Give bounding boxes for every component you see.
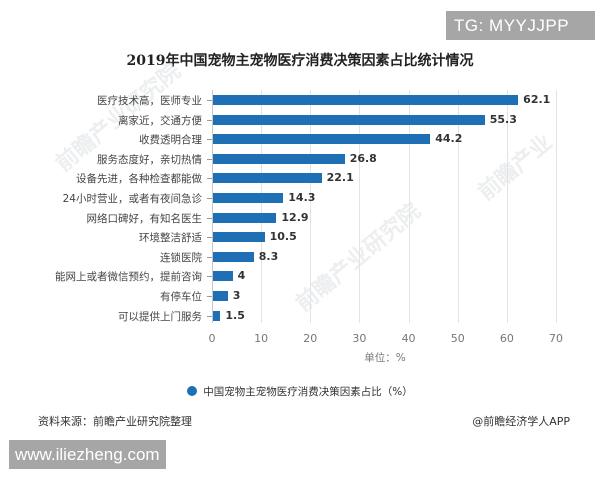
bar — [213, 291, 228, 301]
bar-value-label: 55.3 — [489, 112, 517, 126]
gridline — [310, 90, 312, 323]
bar-row: 44.2 — [207, 132, 556, 146]
chart-legend: 中国宠物主宠物医疗消费决策因素占比（%） — [0, 384, 600, 399]
category-label: 网络口碑好，有知名医生 — [86, 212, 203, 225]
bar-value-label: 8.3 — [258, 249, 279, 263]
y-tick — [207, 100, 212, 101]
category-label: 能网上或者微信预约，提前咨询 — [55, 271, 202, 284]
bar-value-label: 62.1 — [523, 93, 551, 106]
category-label: 有停车位 — [160, 291, 202, 303]
x-tick-label: 20 — [303, 332, 318, 345]
bar — [213, 173, 322, 184]
bar — [213, 310, 221, 321]
gridline — [359, 90, 361, 323]
x-tick-label: 50 — [450, 332, 465, 345]
bar — [213, 134, 431, 145]
y-tick — [207, 296, 212, 297]
bar-value-label: 3 — [232, 289, 241, 302]
bar-row: 4 — [207, 269, 556, 283]
tg-watermark-badge: TG: MYYJJPP — [446, 11, 595, 40]
gridline — [556, 90, 557, 323]
x-tick-label: 60 — [499, 332, 514, 345]
bar — [213, 114, 485, 125]
y-tick — [207, 119, 212, 121]
y-tick — [207, 198, 212, 199]
y-tick — [207, 178, 212, 180]
bar-row: 62.1 — [207, 93, 556, 107]
x-axis-unit-label: 单位：% — [364, 352, 406, 364]
y-axis-line — [212, 90, 213, 323]
category-label: 医疗技术高，医师专业 — [97, 95, 202, 107]
y-tick — [207, 158, 212, 160]
bar-row: 12.9 — [207, 210, 556, 225]
y-tick — [207, 256, 212, 258]
credit-note: @前瞻经济学人APP — [472, 415, 570, 428]
category-label: 24小时营业，或者有夜间急诊 — [62, 193, 202, 205]
category-label: 离家近，交通方便 — [118, 114, 202, 127]
gridline — [457, 90, 459, 323]
category-label: 环境整洁舒适 — [139, 232, 202, 245]
bar-value-label: 26.8 — [349, 151, 377, 165]
x-tick-label: 40 — [401, 332, 416, 345]
gridline — [408, 90, 410, 323]
category-label: 设备先进，各种检查都能做 — [76, 173, 202, 186]
gridline — [506, 90, 508, 323]
bar-row: 26.8 — [207, 151, 556, 166]
bar — [213, 251, 254, 262]
category-label: 收费透明合理 — [139, 134, 202, 147]
y-tick — [207, 315, 212, 317]
plot-area: 62.1 55.3 44.2 26.8 22.1 14.3 12.9 10.5 8.3 4 3 1.5 — [207, 90, 557, 323]
y-tick — [207, 237, 212, 239]
bar-row: 22.1 — [207, 171, 556, 185]
bar-row: 55.3 — [207, 112, 556, 127]
bar — [213, 271, 233, 282]
bar-value-label: 4 — [237, 269, 246, 283]
category-label: 服务态度好，亲切热情 — [97, 153, 202, 166]
bar-value-label: 44.2 — [435, 132, 463, 146]
y-tick — [207, 217, 212, 219]
bar — [213, 153, 345, 164]
bar-row: 14.3 — [207, 191, 556, 205]
bar — [213, 212, 277, 223]
x-tick-label: 0 — [208, 332, 216, 345]
bar-row: 3 — [207, 289, 556, 303]
bar-value-label: 12.9 — [281, 210, 309, 224]
bar — [213, 193, 284, 203]
x-tick-label: 70 — [549, 332, 563, 345]
bar — [213, 95, 519, 105]
bar-value-label: 22.1 — [326, 171, 354, 185]
y-tick — [207, 276, 212, 278]
bar-value-label: 14.3 — [288, 191, 316, 204]
bar-value-label: 1.5 — [225, 308, 245, 322]
legend-marker-icon — [187, 386, 198, 396]
bar-row: 10.5 — [207, 230, 556, 244]
legend-label: 中国宠物主宠物医疗消费决策因素占比（%） — [203, 386, 413, 398]
category-label: 连锁医院 — [160, 251, 202, 264]
bar-row: 8.3 — [207, 249, 556, 264]
bar — [213, 232, 265, 243]
bar-value-label: 10.5 — [269, 230, 297, 244]
x-tick-label: 10 — [254, 332, 269, 345]
gridline — [261, 90, 263, 323]
category-label: 可以提供上门服务 — [118, 310, 202, 323]
site-watermark-badge: www.iliezheng.com — [9, 440, 166, 469]
bar-row: 1.5 — [207, 308, 556, 323]
source-note: 资料来源：前瞻产业研究院整理 — [38, 415, 192, 428]
x-tick-label: 30 — [352, 332, 367, 345]
y-tick — [207, 139, 212, 141]
chart-title: 2019年中国宠物主宠物医疗消费决策因素占比统计情况 — [126, 53, 474, 69]
